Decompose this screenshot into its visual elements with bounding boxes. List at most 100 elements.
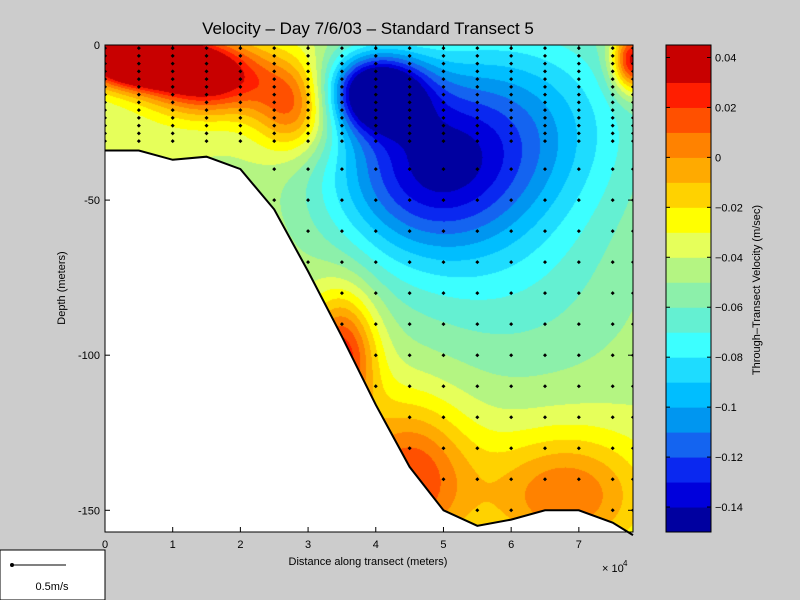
- station-marker: [238, 108, 243, 113]
- station-marker: [136, 92, 141, 97]
- station-marker: [272, 53, 277, 58]
- station-marker: [475, 322, 480, 327]
- station-marker: [610, 229, 615, 234]
- station-marker: [136, 69, 141, 74]
- colorbar-tick-label: −0.12: [715, 452, 743, 464]
- station-marker: [576, 84, 581, 89]
- station-marker: [509, 69, 514, 74]
- station-marker: [610, 291, 615, 296]
- station-marker: [543, 353, 547, 358]
- station-marker: [441, 415, 446, 420]
- station-marker: [509, 508, 514, 513]
- station-marker: [576, 291, 581, 296]
- station-marker: [543, 84, 547, 89]
- station-marker: [407, 415, 412, 420]
- colorbar-swatch: [666, 357, 711, 383]
- station-marker: [204, 108, 209, 113]
- station-marker: [475, 353, 480, 358]
- velocity-contour-image: [105, 45, 633, 532]
- y-axis-label: Depth (meters): [56, 251, 68, 324]
- scale-legend: 0.5m/s: [0, 549, 106, 600]
- station-marker: [306, 84, 311, 89]
- colorbar-swatch: [666, 107, 711, 133]
- station-marker: [238, 53, 243, 58]
- station-marker: [373, 229, 378, 234]
- station-marker: [272, 167, 277, 172]
- y-tick-label: 0: [94, 40, 100, 52]
- colorbar-label: Through–Transect Velocity (m/sec): [751, 205, 763, 375]
- colorbar-tick-label: −0.02: [715, 202, 743, 214]
- station-marker: [204, 69, 209, 74]
- station-marker: [576, 384, 581, 389]
- station-marker: [475, 123, 480, 128]
- station-marker: [475, 84, 480, 89]
- station-marker: [204, 61, 209, 66]
- station-marker: [136, 131, 141, 136]
- x-tick-label: 5: [440, 539, 446, 551]
- x-tick-label: 1: [170, 539, 176, 551]
- station-marker: [543, 198, 547, 203]
- station-marker: [339, 53, 344, 58]
- station-marker: [339, 100, 344, 105]
- station-marker: [576, 229, 581, 234]
- station-marker: [610, 446, 615, 451]
- station-marker: [407, 69, 412, 74]
- station-marker: [373, 198, 378, 203]
- station-marker: [509, 415, 514, 420]
- station-marker: [543, 291, 547, 296]
- x-axis: 0 1 2 3 4 5 6 7: [102, 45, 582, 551]
- station-marker: [576, 260, 581, 265]
- x-tick-label: 7: [576, 539, 582, 551]
- station-marker: [610, 198, 615, 203]
- station-marker: [610, 167, 615, 172]
- station-marker: [475, 53, 480, 58]
- station-marker: [339, 92, 344, 97]
- station-marker: [306, 61, 311, 66]
- station-marker: [170, 131, 175, 136]
- station-marker: [339, 322, 344, 327]
- station-marker: [339, 139, 344, 144]
- station-marker: [509, 108, 514, 113]
- station-marker: [339, 46, 344, 51]
- station-marker: [475, 100, 480, 105]
- colorbar-swatch: [666, 507, 711, 533]
- station-marker: [576, 446, 581, 451]
- y-axis: 0 -50 -100 -150: [78, 40, 633, 517]
- station-marker: [475, 384, 480, 389]
- station-marker: [509, 115, 514, 120]
- station-marker: [509, 322, 514, 327]
- station-marker: [238, 92, 243, 97]
- station-marker: [509, 123, 514, 128]
- station-marker: [441, 384, 446, 389]
- station-marker: [509, 167, 514, 172]
- station-marker: [339, 131, 344, 136]
- station-marker: [576, 100, 581, 105]
- station-marker: [610, 115, 615, 120]
- station-marker: [373, 77, 378, 82]
- station-marker: [576, 167, 581, 172]
- station-marker: [373, 108, 378, 113]
- station-marker: [407, 131, 412, 136]
- station-marker: [170, 139, 175, 144]
- station-marker: [576, 123, 581, 128]
- station-marker: [441, 123, 446, 128]
- station-marker: [407, 353, 412, 358]
- station-marker: [441, 477, 446, 482]
- station-marker: [576, 77, 581, 82]
- scale-legend-label: 0.5m/s: [35, 581, 69, 593]
- station-marker: [576, 415, 581, 420]
- station-marker: [136, 84, 141, 89]
- station-marker: [576, 139, 581, 144]
- station-marker: [238, 100, 243, 105]
- station-marker: [407, 384, 412, 389]
- station-marker: [306, 123, 311, 128]
- station-marker: [204, 115, 209, 120]
- station-marker: [576, 198, 581, 203]
- x-tick-label: 4: [373, 539, 379, 551]
- colorbar-swatch: [666, 407, 711, 433]
- station-marker: [373, 167, 378, 172]
- station-marker: [306, 100, 311, 105]
- station-marker: [475, 167, 480, 172]
- station-marker: [407, 139, 412, 144]
- station-marker: [238, 115, 243, 120]
